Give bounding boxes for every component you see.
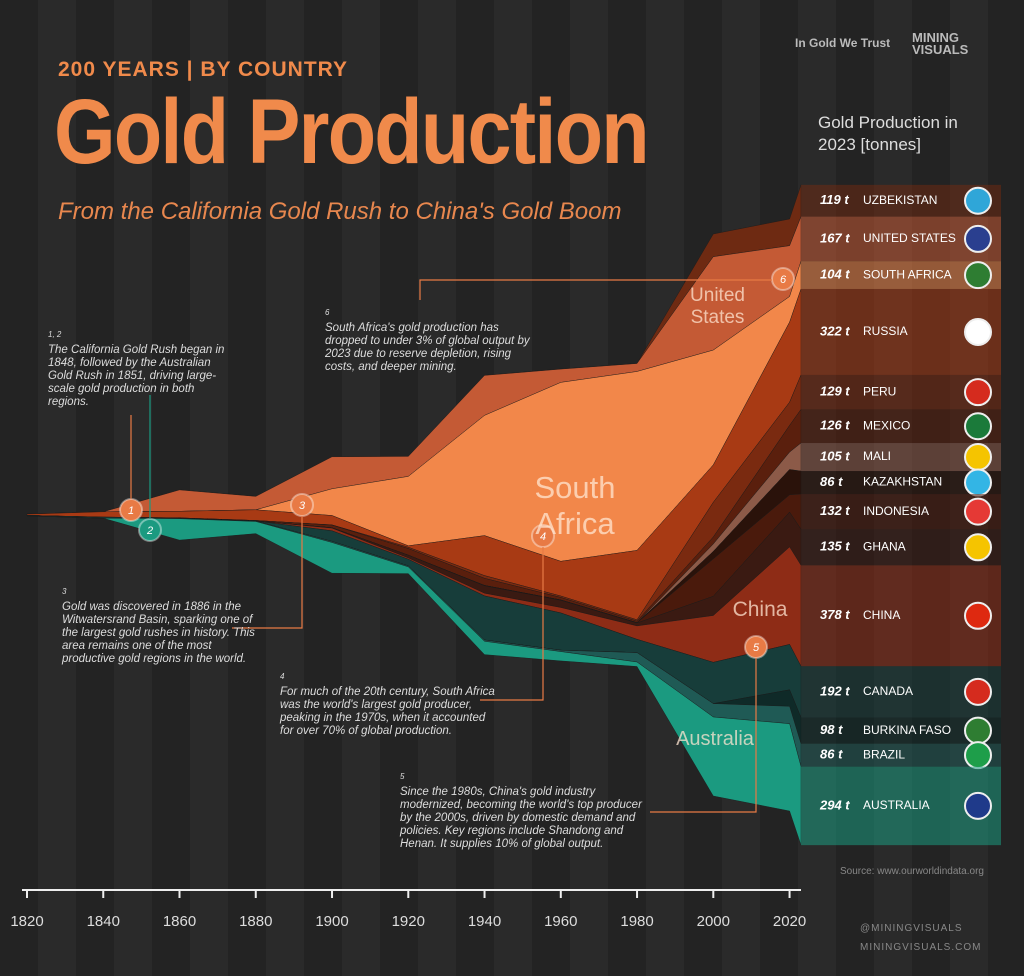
value-label: 126 t (820, 418, 850, 433)
annotation-text: South Africa's gold production has dropp… (325, 322, 530, 373)
handle: @MININGVISUALS (860, 923, 963, 934)
value-label: 167 t (820, 230, 850, 245)
legend-label: UNITED STATES (863, 231, 956, 245)
x-tick-label: 1960 (544, 913, 577, 930)
flag (964, 741, 992, 770)
flag (964, 186, 992, 215)
annotation: 4 For much of the 20th century, South Afr… (280, 670, 495, 738)
flag (964, 378, 992, 407)
annotation-number: 5 (400, 772, 405, 781)
legend-row (801, 471, 1001, 495)
brand-right: MINING VISUALS (912, 30, 969, 57)
value-label: 322 t (820, 323, 850, 338)
marker (771, 267, 795, 291)
website: MININGVISUALS.COM (860, 942, 982, 953)
legend-label: GHANA (863, 539, 906, 553)
annotation-text: For much of the 20th century, South Afri… (280, 686, 495, 737)
legend-label: MEXICO (863, 418, 910, 432)
flag (964, 317, 992, 346)
x-tick-label: 1980 (620, 913, 653, 930)
flag (964, 468, 992, 497)
marker-label: 5 (753, 642, 760, 654)
x-tick-label: 2000 (697, 913, 730, 930)
legend-title: Gold Production in 2023 [tonnes] (818, 113, 958, 154)
annotation-number: 6 (325, 308, 330, 317)
x-tick-label: 1860 (163, 913, 196, 930)
legend-label: CANADA (863, 684, 913, 698)
x-tick-label: 1900 (315, 913, 348, 930)
leader-line (480, 547, 544, 701)
marker-label: 6 (780, 274, 787, 286)
leader-line (650, 658, 757, 813)
value-label: 378 t (820, 607, 850, 622)
flag (964, 791, 992, 820)
flag (964, 677, 992, 706)
value-label: 105 t (820, 448, 850, 463)
area-label: United States (690, 285, 745, 328)
value-label: 104 t (820, 267, 850, 282)
x-tick-label: 1820 (10, 913, 43, 930)
source: Source: www.ourworldindata.org (840, 866, 984, 877)
value-label: 86 t (820, 747, 843, 762)
annotation-text: Gold was discovered in 1886 in the Witwa… (62, 601, 255, 665)
area-label: China (732, 598, 788, 621)
legend-label: CHINA (863, 608, 900, 622)
marker-label: 4 (540, 531, 546, 543)
annotation: 6 South Africa's gold production has drop… (325, 306, 540, 374)
flag (964, 224, 992, 253)
flag (964, 716, 992, 745)
value-label: 135 t (820, 539, 850, 554)
subtitle: From the California Gold Rush to China's… (58, 198, 622, 225)
x-tick-label: 2020 (773, 913, 806, 930)
annotation-text: The California Gold Rush began in 1848, … (48, 344, 225, 408)
brand-left: In Gold We Trust (795, 36, 891, 50)
marker-label: 1 (128, 505, 134, 517)
legend-label: RUSSIA (863, 324, 908, 338)
area-label: South Africa (534, 470, 616, 541)
flag (964, 497, 992, 526)
value-label: 86 t (820, 474, 843, 489)
flag (964, 261, 992, 290)
annotation: 1, 2 The California Gold Rush began in 18… (48, 328, 228, 409)
flag (964, 412, 992, 441)
x-tick-label: 1920 (392, 913, 425, 930)
area-label: Australia (676, 728, 754, 750)
annotation-text: Since the 1980s, China's gold industry m… (400, 786, 642, 850)
value-label: 119 t (820, 192, 849, 207)
annotation-number: 3 (62, 587, 67, 596)
value-label: 294 t (819, 797, 850, 812)
marker-label: 2 (146, 525, 153, 537)
flag (964, 443, 992, 472)
leader-line (232, 516, 303, 629)
value-label: 98 t (820, 722, 843, 737)
legend-label: AUSTRALIA (863, 798, 930, 812)
legend-label: BRAZIL (863, 747, 905, 761)
x-tick-label: 1880 (239, 913, 272, 930)
leader-line (419, 279, 772, 300)
value-label: 129 t (820, 384, 850, 399)
title: Gold Production (54, 81, 650, 183)
legend-label: PERU (863, 384, 896, 398)
value-label: 192 t (820, 683, 850, 698)
flag (964, 601, 992, 630)
flag (964, 533, 992, 562)
kicker: 200 YEARS | BY COUNTRY (58, 58, 349, 81)
annotation-number: 4 (280, 672, 285, 681)
x-tick-label: 1840 (87, 913, 120, 930)
legend-label: KAZAKHSTAN (863, 475, 942, 489)
marker-label: 3 (299, 500, 306, 512)
legend-label: INDONESIA (863, 504, 929, 518)
legend-label: MALI (863, 449, 891, 463)
annotation-number: 1, 2 (48, 330, 62, 339)
legend-row (801, 743, 1001, 767)
value-label: 132 t (820, 503, 850, 518)
legend-label: SOUTH AFRICA (863, 267, 952, 281)
annotation: 5 Since the 1980s, China's gold industry … (400, 770, 645, 851)
x-tick-label: 1940 (468, 913, 501, 930)
legend-label: BURKINA FASO (863, 723, 951, 737)
legend-label: UZBEKISTAN (863, 193, 937, 207)
annotation: 3 Gold was discovered in 1886 in the Witw… (62, 585, 262, 666)
